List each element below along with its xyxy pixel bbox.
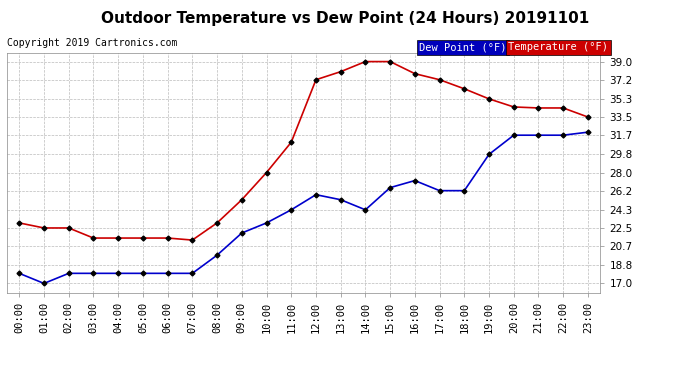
- Text: Temperature (°F): Temperature (°F): [509, 42, 609, 52]
- Text: Outdoor Temperature vs Dew Point (24 Hours) 20191101: Outdoor Temperature vs Dew Point (24 Hou…: [101, 11, 589, 26]
- Text: Dew Point (°F): Dew Point (°F): [420, 42, 507, 52]
- Text: Copyright 2019 Cartronics.com: Copyright 2019 Cartronics.com: [7, 38, 177, 48]
